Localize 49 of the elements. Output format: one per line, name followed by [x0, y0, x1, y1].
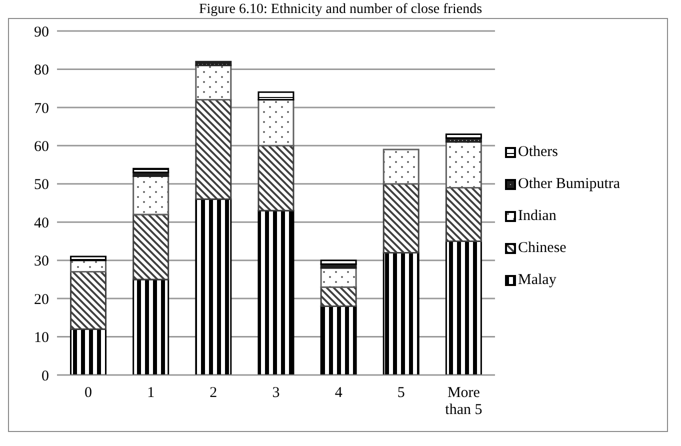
x-tick-label: 4 — [334, 385, 343, 401]
bar — [195, 99, 232, 200]
bar — [132, 278, 170, 375]
y-tick-label: 70 — [34, 100, 49, 117]
bar — [258, 210, 294, 375]
x-tick-label: 2 — [210, 385, 218, 401]
bar — [382, 252, 420, 375]
bar — [195, 198, 232, 375]
x-tick-label: More than 5 — [445, 385, 482, 418]
bar — [258, 91, 294, 101]
bar — [132, 175, 170, 216]
x-tick-label: 5 — [397, 385, 405, 401]
bar — [320, 260, 357, 265]
bar — [132, 168, 170, 174]
bar — [445, 240, 482, 375]
legend-label: Indian — [518, 208, 556, 225]
bar — [320, 286, 357, 307]
y-tick-label: 10 — [34, 330, 49, 346]
bar — [320, 267, 357, 288]
y-tick-label: 0 — [42, 368, 49, 384]
y-tick-label: 50 — [34, 177, 49, 194]
bar — [445, 186, 482, 242]
y-tick-label: 90 — [34, 24, 49, 40]
legend-label: Other Bumiputra — [518, 176, 620, 193]
x-tick-label: 0 — [84, 385, 92, 401]
bar — [258, 144, 294, 212]
bar — [258, 99, 294, 146]
bar — [320, 305, 357, 375]
bar — [445, 133, 482, 139]
bar — [70, 328, 107, 375]
legend-label: Others — [518, 144, 558, 161]
chart-title: Figure 6.10: Ethnicity and number of close friends — [198, 2, 484, 18]
y-tick-label: 30 — [34, 254, 49, 270]
bar — [382, 183, 420, 254]
x-tick-label: 3 — [272, 385, 280, 401]
bar — [195, 60, 232, 66]
y-tick-label: 80 — [34, 62, 49, 79]
y-tick-label: 60 — [34, 138, 49, 155]
y-tick-label: 40 — [34, 215, 49, 232]
bar — [445, 141, 482, 188]
x-tick-label: 1 — [147, 385, 155, 401]
bar — [70, 271, 107, 330]
bar — [132, 214, 170, 280]
y-tick-label: 20 — [34, 292, 49, 308]
bar — [70, 256, 107, 262]
bar — [382, 148, 420, 185]
legend-label: Chinese — [518, 240, 566, 257]
bar — [195, 64, 232, 101]
legend-label: Malay — [518, 272, 556, 289]
